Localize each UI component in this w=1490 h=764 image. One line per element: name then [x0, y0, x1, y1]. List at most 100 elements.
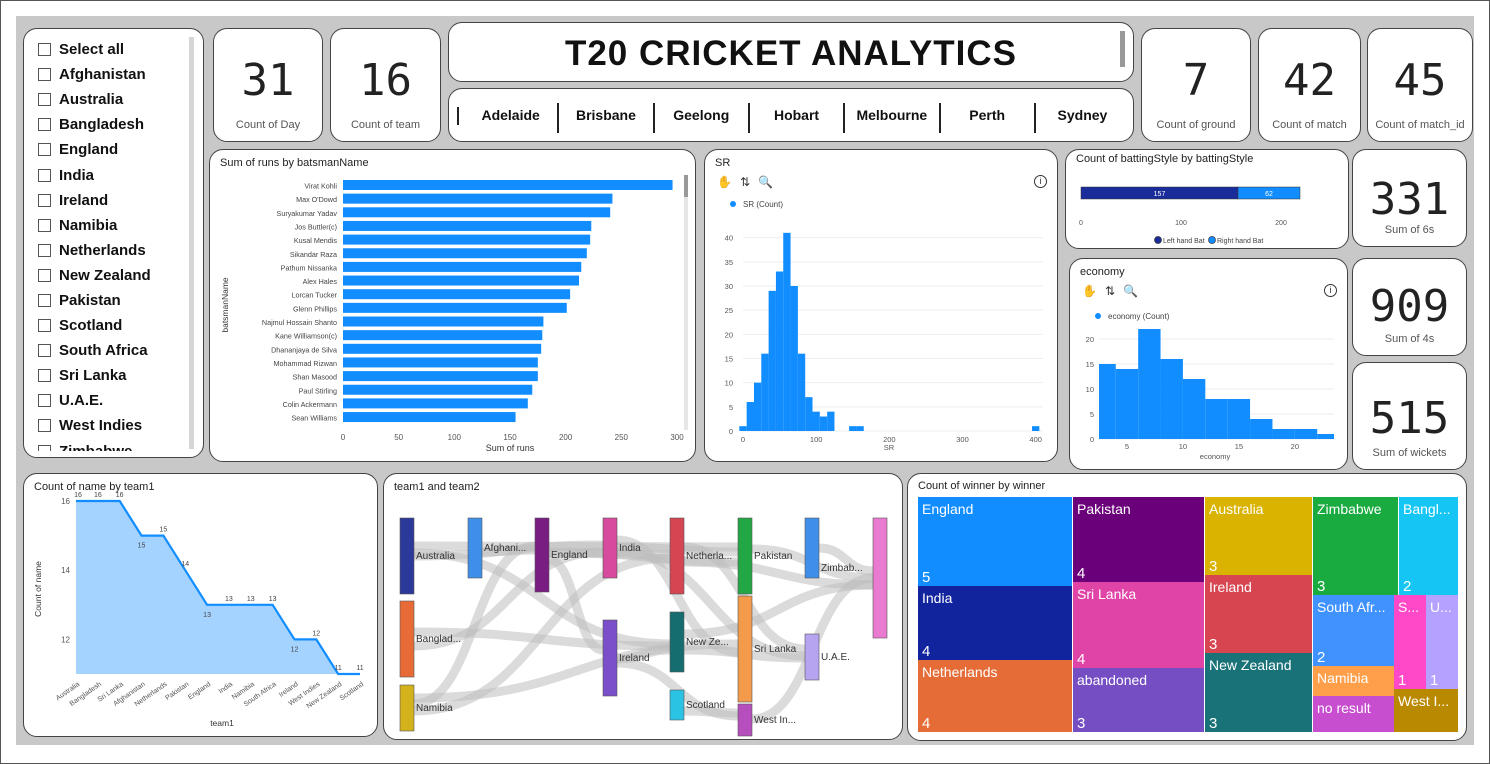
histogram-bar [753, 382, 762, 431]
checkbox[interactable] [38, 193, 51, 207]
checkbox[interactable] [38, 68, 51, 82]
slicer-item[interactable]: India [24, 162, 194, 187]
venue-tab[interactable]: Melbourne [856, 107, 928, 123]
sankey-node [602, 619, 618, 697]
treemap-tile[interactable]: abandoned 3 [1073, 668, 1204, 732]
area-line [76, 499, 360, 676]
treemap-tile[interactable]: Australia 3 [1205, 497, 1312, 575]
checkbox[interactable] [38, 319, 51, 333]
slicer-item[interactable]: U.A.E. [24, 388, 194, 413]
checkbox[interactable] [38, 344, 51, 358]
slicer-item[interactable]: Select all [24, 37, 194, 62]
treemap-tile-value: 3 [1077, 715, 1086, 732]
slicer-item[interactable]: Pakistan [24, 288, 194, 313]
slicer-item[interactable]: Namibia [24, 213, 194, 238]
slicer-item[interactable]: Sri Lanka [24, 363, 194, 388]
slicer-item[interactable]: South Africa [24, 338, 194, 363]
histogram-bar [849, 426, 857, 431]
checkbox[interactable] [38, 268, 51, 282]
checkbox[interactable] [38, 218, 51, 232]
treemap-tile[interactable]: Sri Lanka 4 [1073, 582, 1204, 668]
slicer-item[interactable]: Ireland [24, 188, 194, 213]
slicer-scrollbar[interactable] [189, 37, 194, 449]
treemap-tile[interactable]: S... 1 [1394, 595, 1426, 689]
treemap-tile-value: 1 [1398, 672, 1407, 689]
treemap-tile[interactable]: England 5 [918, 497, 1072, 586]
x-tick-label: 0 [741, 435, 745, 444]
data-label: 15 [159, 527, 167, 534]
treemap-tile[interactable]: Namibia [1313, 666, 1394, 696]
treemap-tile[interactable]: South Afr... 2 [1313, 595, 1394, 666]
treemap-tile[interactable]: Pakistan 4 [1073, 497, 1204, 582]
slicer-item[interactable]: Australia [24, 87, 194, 112]
treemap-tile[interactable]: West I... [1394, 689, 1458, 732]
treemap-tile[interactable]: New Zealand 3 [1205, 653, 1312, 732]
checkbox[interactable] [38, 243, 51, 257]
treemap-tile[interactable]: India 4 [918, 586, 1072, 660]
treemap-tile-label: S... [1398, 599, 1420, 615]
sort-icon[interactable]: ⇅ [739, 175, 751, 189]
y-tick-label: Mohammad Rizwan [273, 359, 337, 368]
sankey-node [534, 517, 550, 593]
runs-by-batsman-chart: Sum of runs by batsmanName 0 50 100 150 200 2… [209, 149, 696, 462]
slicer-item[interactable]: Bangladesh [24, 112, 194, 137]
checkbox[interactable] [38, 369, 51, 383]
histogram-bar [775, 271, 784, 431]
sort-icon[interactable]: ⇅ [1104, 284, 1116, 298]
treemap-tile[interactable]: no result [1313, 696, 1394, 732]
checkbox[interactable] [38, 43, 51, 57]
legend-marker [1095, 313, 1101, 319]
treemap-tile-label: Namibia [1317, 670, 1369, 686]
histogram-bar [797, 353, 806, 431]
venue-tab[interactable]: Adelaide [481, 107, 540, 123]
kpi-sum-wickets: 515 Sum of wickets [1352, 362, 1467, 470]
y-tick-label: 10 [1086, 385, 1094, 394]
checkbox[interactable] [38, 143, 51, 157]
info-icon[interactable]: i [1034, 175, 1047, 188]
venue-tab[interactable]: Perth [969, 107, 1006, 123]
venue-tab[interactable]: Brisbane [575, 107, 636, 123]
treemap-tile[interactable]: Netherlands 4 [918, 660, 1072, 732]
chart-scrollbar[interactable] [684, 175, 688, 430]
slicer-item[interactable]: West Indies [24, 413, 194, 438]
x-tick-label: 0 [341, 433, 346, 442]
checkbox[interactable] [38, 394, 51, 408]
hand-icon[interactable]: ✋ [1082, 284, 1097, 298]
treemap-tile[interactable]: Ireland 3 [1205, 575, 1312, 653]
slicer-item-label: England [59, 141, 119, 159]
hand-icon[interactable]: ✋ [717, 175, 732, 189]
legend-marker [1154, 236, 1162, 244]
kpi-value: 42 [1283, 55, 1336, 106]
treemap-tile[interactable]: U... 1 [1426, 595, 1458, 689]
zoom-icon[interactable]: 🔍 [758, 175, 773, 189]
slicer-item[interactable]: Scotland [24, 313, 194, 338]
treemap-tile[interactable]: Zimbabwe 3 [1313, 497, 1398, 595]
checkbox[interactable] [38, 168, 51, 182]
tab-separator [557, 103, 560, 133]
sankey-node [669, 517, 685, 595]
runs-bar [343, 248, 587, 259]
venue-tab[interactable]: Hobart [773, 107, 820, 123]
slicer-item[interactable]: Afghanistan [24, 62, 194, 87]
treemap-tile[interactable]: Bangl... 2 [1399, 497, 1458, 595]
data-label: 157 [1154, 191, 1166, 198]
slicer-item[interactable]: New Zealand [24, 263, 194, 288]
checkbox[interactable] [38, 93, 51, 107]
x-axis-title: SR [884, 443, 895, 452]
slicer-item[interactable]: England [24, 137, 194, 162]
zoom-icon[interactable]: 🔍 [1123, 284, 1138, 298]
checkbox[interactable] [38, 444, 51, 451]
venue-tab[interactable]: Geelong [673, 107, 730, 123]
treemap-tile-label: New Zealand [1209, 657, 1292, 673]
slicer-item[interactable]: Zimbabwe [24, 439, 194, 451]
slicer-item[interactable]: Netherlands [24, 238, 194, 263]
y-tick-label: 30 [725, 282, 733, 291]
treemap-tile-label: abandoned [1077, 672, 1148, 688]
report-canvas: Select all Afghanistan Australia Bangladesh… [16, 16, 1474, 745]
info-icon[interactable]: i [1324, 284, 1337, 297]
checkbox[interactable] [38, 293, 51, 307]
checkbox[interactable] [38, 118, 51, 132]
venue-tab[interactable]: Sydney [1057, 107, 1108, 123]
checkbox[interactable] [38, 419, 51, 433]
